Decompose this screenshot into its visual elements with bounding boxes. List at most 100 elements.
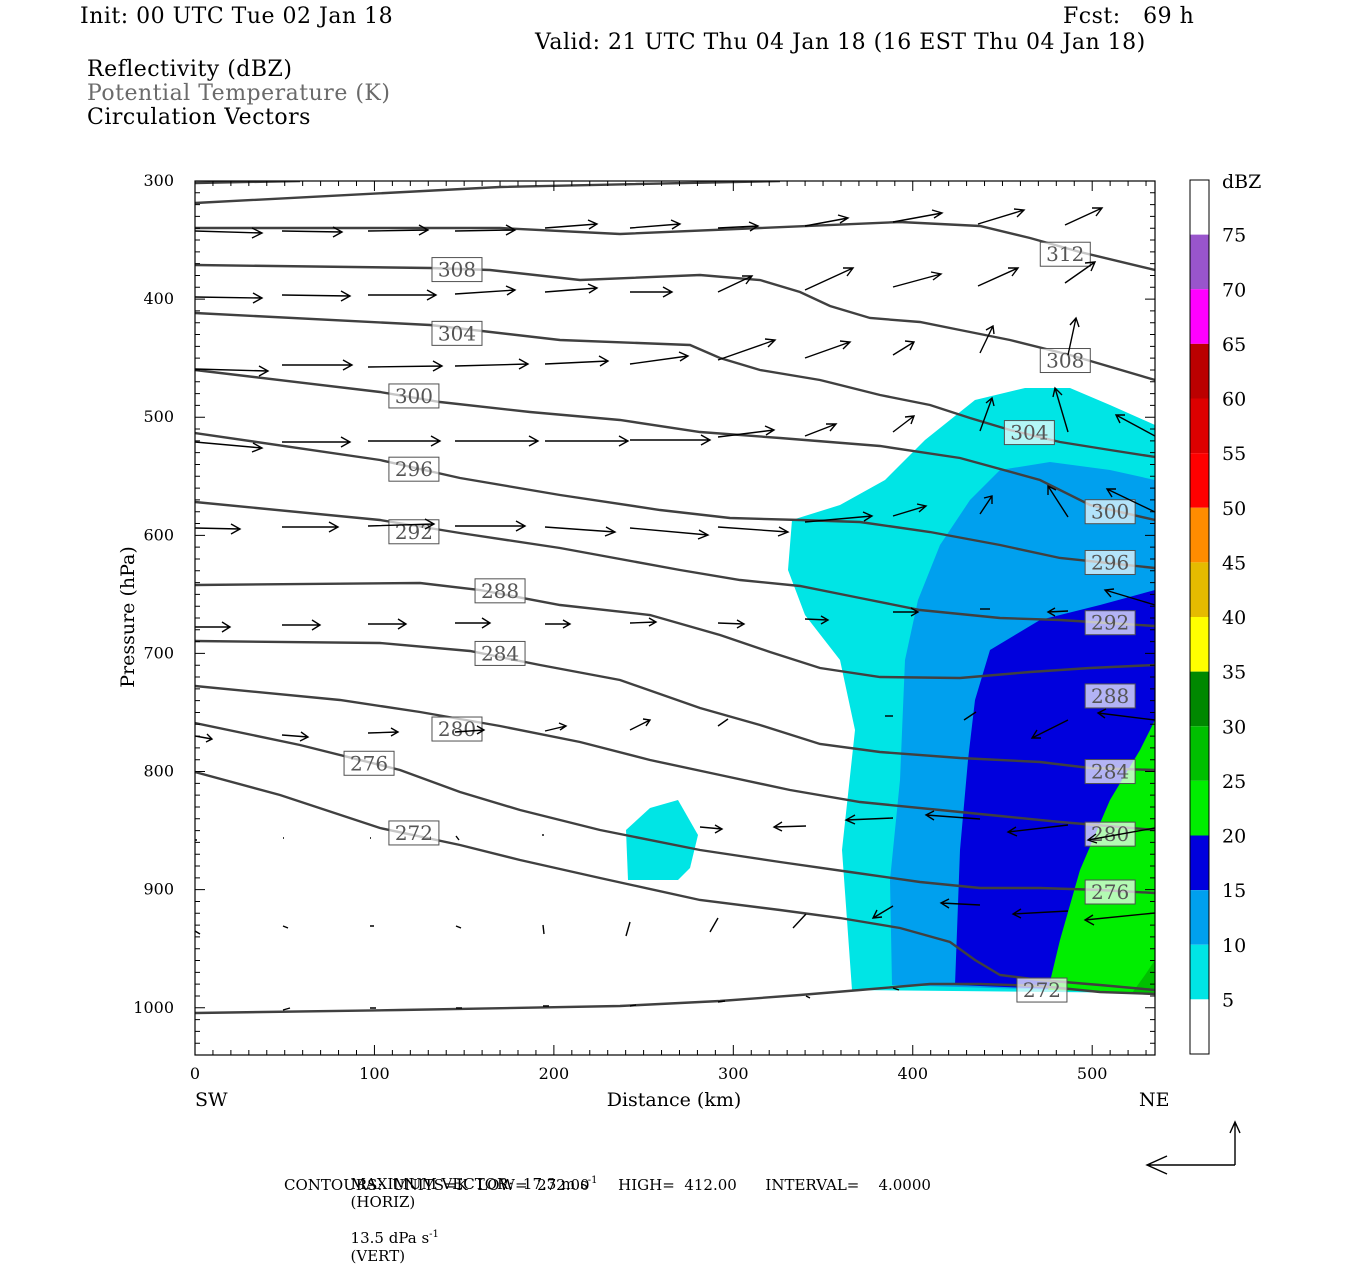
vector-arrow: [717, 526, 790, 537]
vector-arrow: [804, 423, 838, 437]
vector-arrow: [717, 221, 760, 232]
vector-arrow: [455, 617, 492, 629]
colorbar-swatch: [1190, 343, 1209, 399]
isentrope-label: 296: [1091, 550, 1129, 574]
isentrope-label: 304: [438, 321, 476, 345]
vector-arrow: [629, 718, 652, 731]
vector-arrow: [804, 214, 850, 227]
vector-arrow: [195, 365, 270, 377]
isentrope-label: 280: [438, 717, 476, 741]
isentrope-label: 304: [1010, 421, 1048, 445]
y-tick-labels: 300 400 500 600 700 800 900 1000: [133, 171, 174, 1017]
vector-ground-ticks: [282, 987, 900, 1011]
isentrope-line: [195, 639, 1155, 772]
vector-arrow: [454, 285, 517, 296]
dbz-25-region: [1132, 960, 1155, 993]
colorbar-label: 55: [1222, 443, 1246, 465]
colorbar-label: 60: [1222, 389, 1246, 411]
sw-end-label: SW: [195, 1089, 228, 1111]
isentrope-label-box: [343, 750, 395, 776]
vector-arrow: [625, 921, 631, 937]
circulation-vectors: [195, 207, 1155, 1011]
vector-arrow: [939, 898, 981, 909]
reference-vector: [1145, 1120, 1241, 1175]
vector-arrow: [1114, 414, 1155, 437]
vector-arrow: [282, 436, 352, 448]
vector-arrow: [804, 511, 874, 523]
vector-arrow: [979, 495, 993, 515]
isentrope-label-box: [1084, 879, 1136, 905]
vector-arrow: [792, 913, 807, 929]
reflectivity-fill: [626, 388, 1155, 993]
vector-arrow: [1064, 261, 1097, 284]
vector-arrow: [844, 814, 894, 825]
colorbar-label: 20: [1222, 826, 1246, 848]
vector-arrow: [367, 727, 400, 737]
x-tick-label: 100: [359, 1064, 390, 1083]
colorbar-swatch: [1190, 999, 1209, 1054]
isentrope-line: [195, 684, 1155, 832]
unit-exponent: -1: [429, 1229, 439, 1240]
vector-arrow: [1046, 607, 1069, 617]
vector-arrow: [804, 267, 855, 291]
isentrope-label: 312: [1046, 242, 1084, 266]
vector-arrow: [281, 290, 352, 302]
x-tick-labels: 0 100 200 300 400 500: [190, 1064, 1108, 1083]
vector-arrow: [544, 219, 599, 230]
isentrope-label: 292: [395, 520, 433, 544]
vector-arrow: [544, 283, 599, 294]
y-tick-label: 600: [143, 525, 174, 544]
reference-vertical-arrow: [1229, 1120, 1241, 1165]
y-tick-label: 300: [143, 171, 174, 190]
vector-arrow: [454, 358, 530, 370]
vector-arrow: [892, 209, 944, 223]
cross-section-chart: 3123083083043043003002962962922922882882…: [117, 171, 1261, 1175]
colorbar-swatch: [1190, 453, 1209, 508]
vector-arrow: [1011, 908, 1069, 919]
vector-arrow: [1083, 912, 1155, 926]
colorbar-label: 75: [1222, 225, 1246, 247]
vector-arrow: [979, 324, 995, 354]
vector-arrow: [1030, 719, 1069, 739]
vector-arrow: [544, 355, 610, 367]
isentrope-label-box: [1084, 610, 1136, 636]
contours-line: CONTOURS: UNITS=K LOW= 272.00 HIGH= 412.…: [284, 1176, 931, 1194]
isentrope-label: 300: [1091, 500, 1129, 524]
vector-arrow: [544, 722, 568, 732]
vector-arrow: [195, 227, 264, 239]
colorbar-swatch: [1190, 617, 1209, 672]
isentrope-label: 272: [1023, 978, 1061, 1002]
max-vector-vert: 13.5 dPa s: [350, 1229, 430, 1247]
y-tick-label: 900: [143, 880, 174, 899]
vector-arrow: [195, 523, 242, 535]
frame-ticks: [194, 180, 1155, 1056]
vector-arrow: [544, 526, 617, 537]
vector-arrow: [1052, 386, 1069, 433]
vector-arrow: [368, 289, 438, 301]
colorbar-label: 40: [1222, 607, 1246, 629]
vector-arrow: [281, 226, 344, 238]
colorbar: 5 10 15 20 25 30 35 40 45 50 55 60 65 70 75: [1189, 179, 1246, 1055]
x-axis-label: Distance (km): [607, 1089, 742, 1111]
colorbar-swatch: [1190, 780, 1209, 836]
x-tick-label: 500: [1077, 1064, 1108, 1083]
isentrope-label-box: [1003, 420, 1055, 446]
vector-arrow: [1064, 207, 1104, 226]
vector-arrow: [892, 503, 928, 517]
reference-horizontal-arrow: [1145, 1155, 1235, 1175]
colorbar-swatch: [1190, 562, 1209, 617]
vector-arrow: [1103, 588, 1155, 606]
vector-arrow: [709, 917, 719, 933]
colorbar-label: 35: [1222, 662, 1246, 684]
colorbar-swatch: [1190, 180, 1209, 235]
vector-arrow: [892, 271, 943, 288]
vector-arrow: [977, 208, 1026, 225]
vector-arrow: [455, 520, 527, 532]
isentrope-label: 288: [1091, 684, 1129, 708]
isentrope-label: 288: [481, 579, 519, 603]
vector-arrow: [963, 711, 977, 721]
colorbar-label: 70: [1222, 279, 1246, 301]
colorbar-swatch: [1190, 890, 1209, 945]
colorbar-label: 50: [1222, 498, 1246, 520]
max-vector-horiz: MAXIMUM VECTOR: 17.3 m s: [350, 1175, 588, 1193]
